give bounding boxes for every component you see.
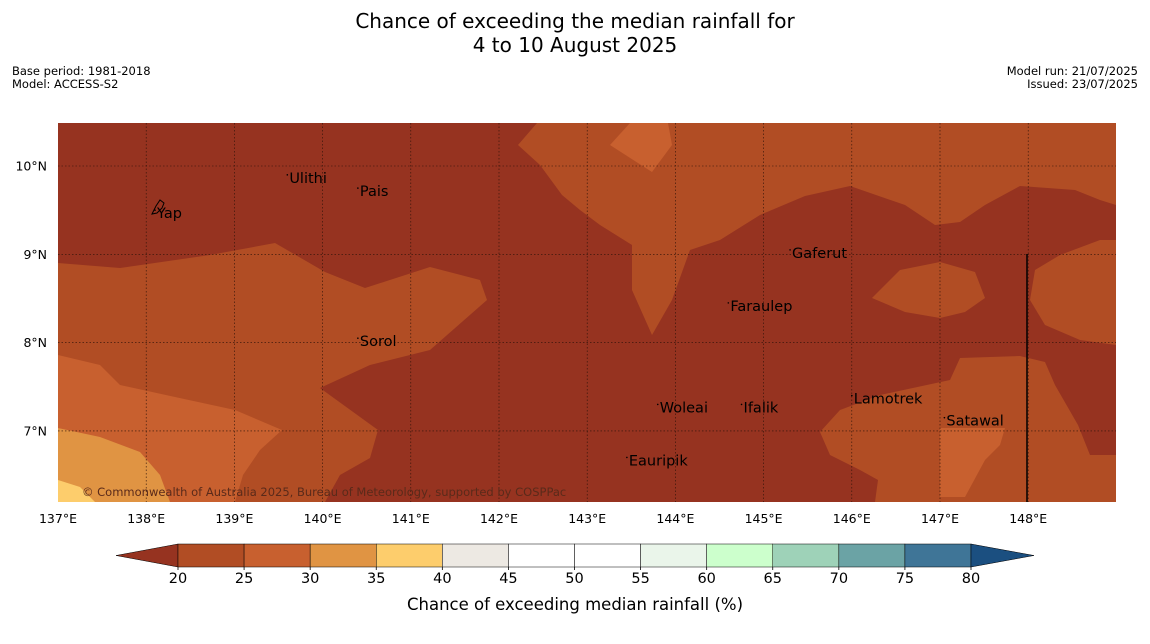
lat-tick-label: 7°N (23, 423, 47, 438)
colorbar-tick-label: 25 (235, 571, 253, 587)
colorbar-segment (376, 543, 443, 568)
info-left: Base period: 1981-2018 Model: ACCESS-S2 (12, 65, 151, 91)
lon-tick-label: 141°E (392, 511, 430, 526)
colorbar-segment (904, 543, 972, 568)
colorbar-tick-label: 65 (764, 571, 782, 587)
colorbar-high-extend (970, 543, 1035, 568)
lon-tick-label: 143°E (568, 511, 606, 526)
colorbar-tick-label: 35 (367, 571, 385, 587)
colorbar-tick-label: 55 (631, 571, 649, 587)
copyright-text: © Commonwealth of Australia 2025, Bureau… (82, 485, 566, 499)
place-marker (357, 187, 359, 189)
place-marker (626, 456, 628, 459)
band-25-30-north (610, 123, 672, 172)
band-25-30-satawal (940, 428, 1005, 497)
place-label-gaferut: Gaferut (792, 246, 847, 262)
place-label-sorol: Sorol (360, 334, 397, 350)
lon-tick-label: 145°E (745, 511, 783, 526)
lon-tick-label: 142°E (480, 511, 518, 526)
place-label-lamotrek: Lamotrek (854, 392, 923, 408)
place-marker (943, 416, 946, 419)
lon-tick-label: 138°E (127, 511, 165, 526)
band-30-35 (58, 428, 170, 502)
band-20-25-east (1030, 240, 1116, 345)
model-run-text: Model run: 21/07/2025 (1006, 64, 1138, 78)
longitude-labels: 137°E 138°E 139°E 140°E 141°E 142°E 143°E 144°E… (39, 511, 1047, 526)
place-marker (740, 403, 743, 406)
place-label-eauripik: Eauripik (629, 453, 688, 469)
colorbar-segment (309, 543, 377, 568)
info-right: Model run: 21/07/2025 Issued: 23/07/2025 (1007, 65, 1138, 91)
place-labels: Yap Ulithi Pais Gaferut Faraulep Sorol Lamotre… (154, 171, 1004, 469)
lon-tick-label: 140°E (304, 511, 342, 526)
colorbar-segment (177, 543, 245, 568)
map-grid (58, 123, 1116, 502)
lat-tick-label: 9°N (23, 247, 47, 262)
place-label-yap: Yap (156, 206, 182, 222)
place-label-satawal: Satawal (946, 414, 1003, 430)
colorbar-segment (838, 543, 906, 568)
colorbar-segment (640, 543, 707, 568)
issued-text: Issued: 23/07/2025 (1027, 77, 1138, 91)
lon-tick-label: 147°E (921, 511, 959, 526)
colorbar-segment (772, 543, 840, 568)
yap-island-outline (151, 199, 165, 215)
lon-tick-label: 144°E (656, 511, 694, 526)
lon-tick-label: 137°E (39, 511, 77, 526)
place-label-pais: Pais (360, 184, 389, 200)
base-period-text: Base period: 1981-2018 (12, 64, 151, 78)
colorbar-tick-label: 75 (896, 571, 914, 587)
band-20-25-lamotrek-north (872, 262, 985, 318)
model-text: Model: ACCESS-S2 (12, 77, 119, 91)
colorbar-segment (243, 543, 311, 568)
title-line-1: Chance of exceeding the median rainfall … (355, 9, 795, 33)
colorbar-tick-label: 60 (697, 571, 715, 587)
colorbar-tick-label: 70 (830, 571, 848, 587)
place-label-ifalik: Ifalik (744, 400, 779, 416)
place-label-ulithi: Ulithi (289, 171, 327, 187)
lon-tick-label: 148°E (1009, 511, 1047, 526)
place-marker (727, 302, 730, 304)
colorbar-segment (706, 543, 774, 568)
colorbar-tick-label: 45 (499, 571, 517, 587)
colorbar-tick-label: 20 (169, 571, 187, 587)
place-marker (154, 209, 156, 211)
lat-tick-label: 10°N (15, 159, 47, 174)
place-marker (357, 337, 359, 339)
band-35-40 (58, 480, 95, 502)
colorbar-tick-label: 30 (301, 571, 319, 587)
colorbar-label: Chance of exceeding median rainfall (%) (407, 595, 743, 614)
colorbar-tick-label: 80 (962, 571, 980, 587)
title-line-2: 4 to 10 August 2025 (472, 33, 678, 57)
place-marker (851, 394, 853, 397)
latitude-labels: 10°N 9°N 8°N 7°N (15, 159, 47, 439)
map-title: Chance of exceeding the median rainfall … (0, 9, 1150, 57)
colorbar-segment (574, 543, 641, 568)
colorbar-tick-label: 40 (433, 571, 451, 587)
lon-tick-label: 139°E (215, 511, 253, 526)
place-marker (286, 174, 289, 176)
place-label-woleai: Woleai (660, 400, 708, 416)
place-label-faraulep: Faraulep (730, 299, 792, 315)
lon-tick-label: 146°E (833, 511, 871, 526)
band-20-25-north (518, 123, 1116, 335)
place-marker (656, 403, 659, 406)
colorbar-low-extend (115, 543, 179, 568)
colorbar-segment (508, 543, 575, 568)
colorbar: 20 25 30 35 40 45 50 55 60 65 70 75 80 (115, 543, 1035, 587)
place-marker (789, 249, 791, 251)
colorbar-tick-label: 50 (565, 571, 583, 587)
lat-tick-label: 8°N (23, 335, 47, 350)
colorbar-segment (442, 543, 509, 568)
